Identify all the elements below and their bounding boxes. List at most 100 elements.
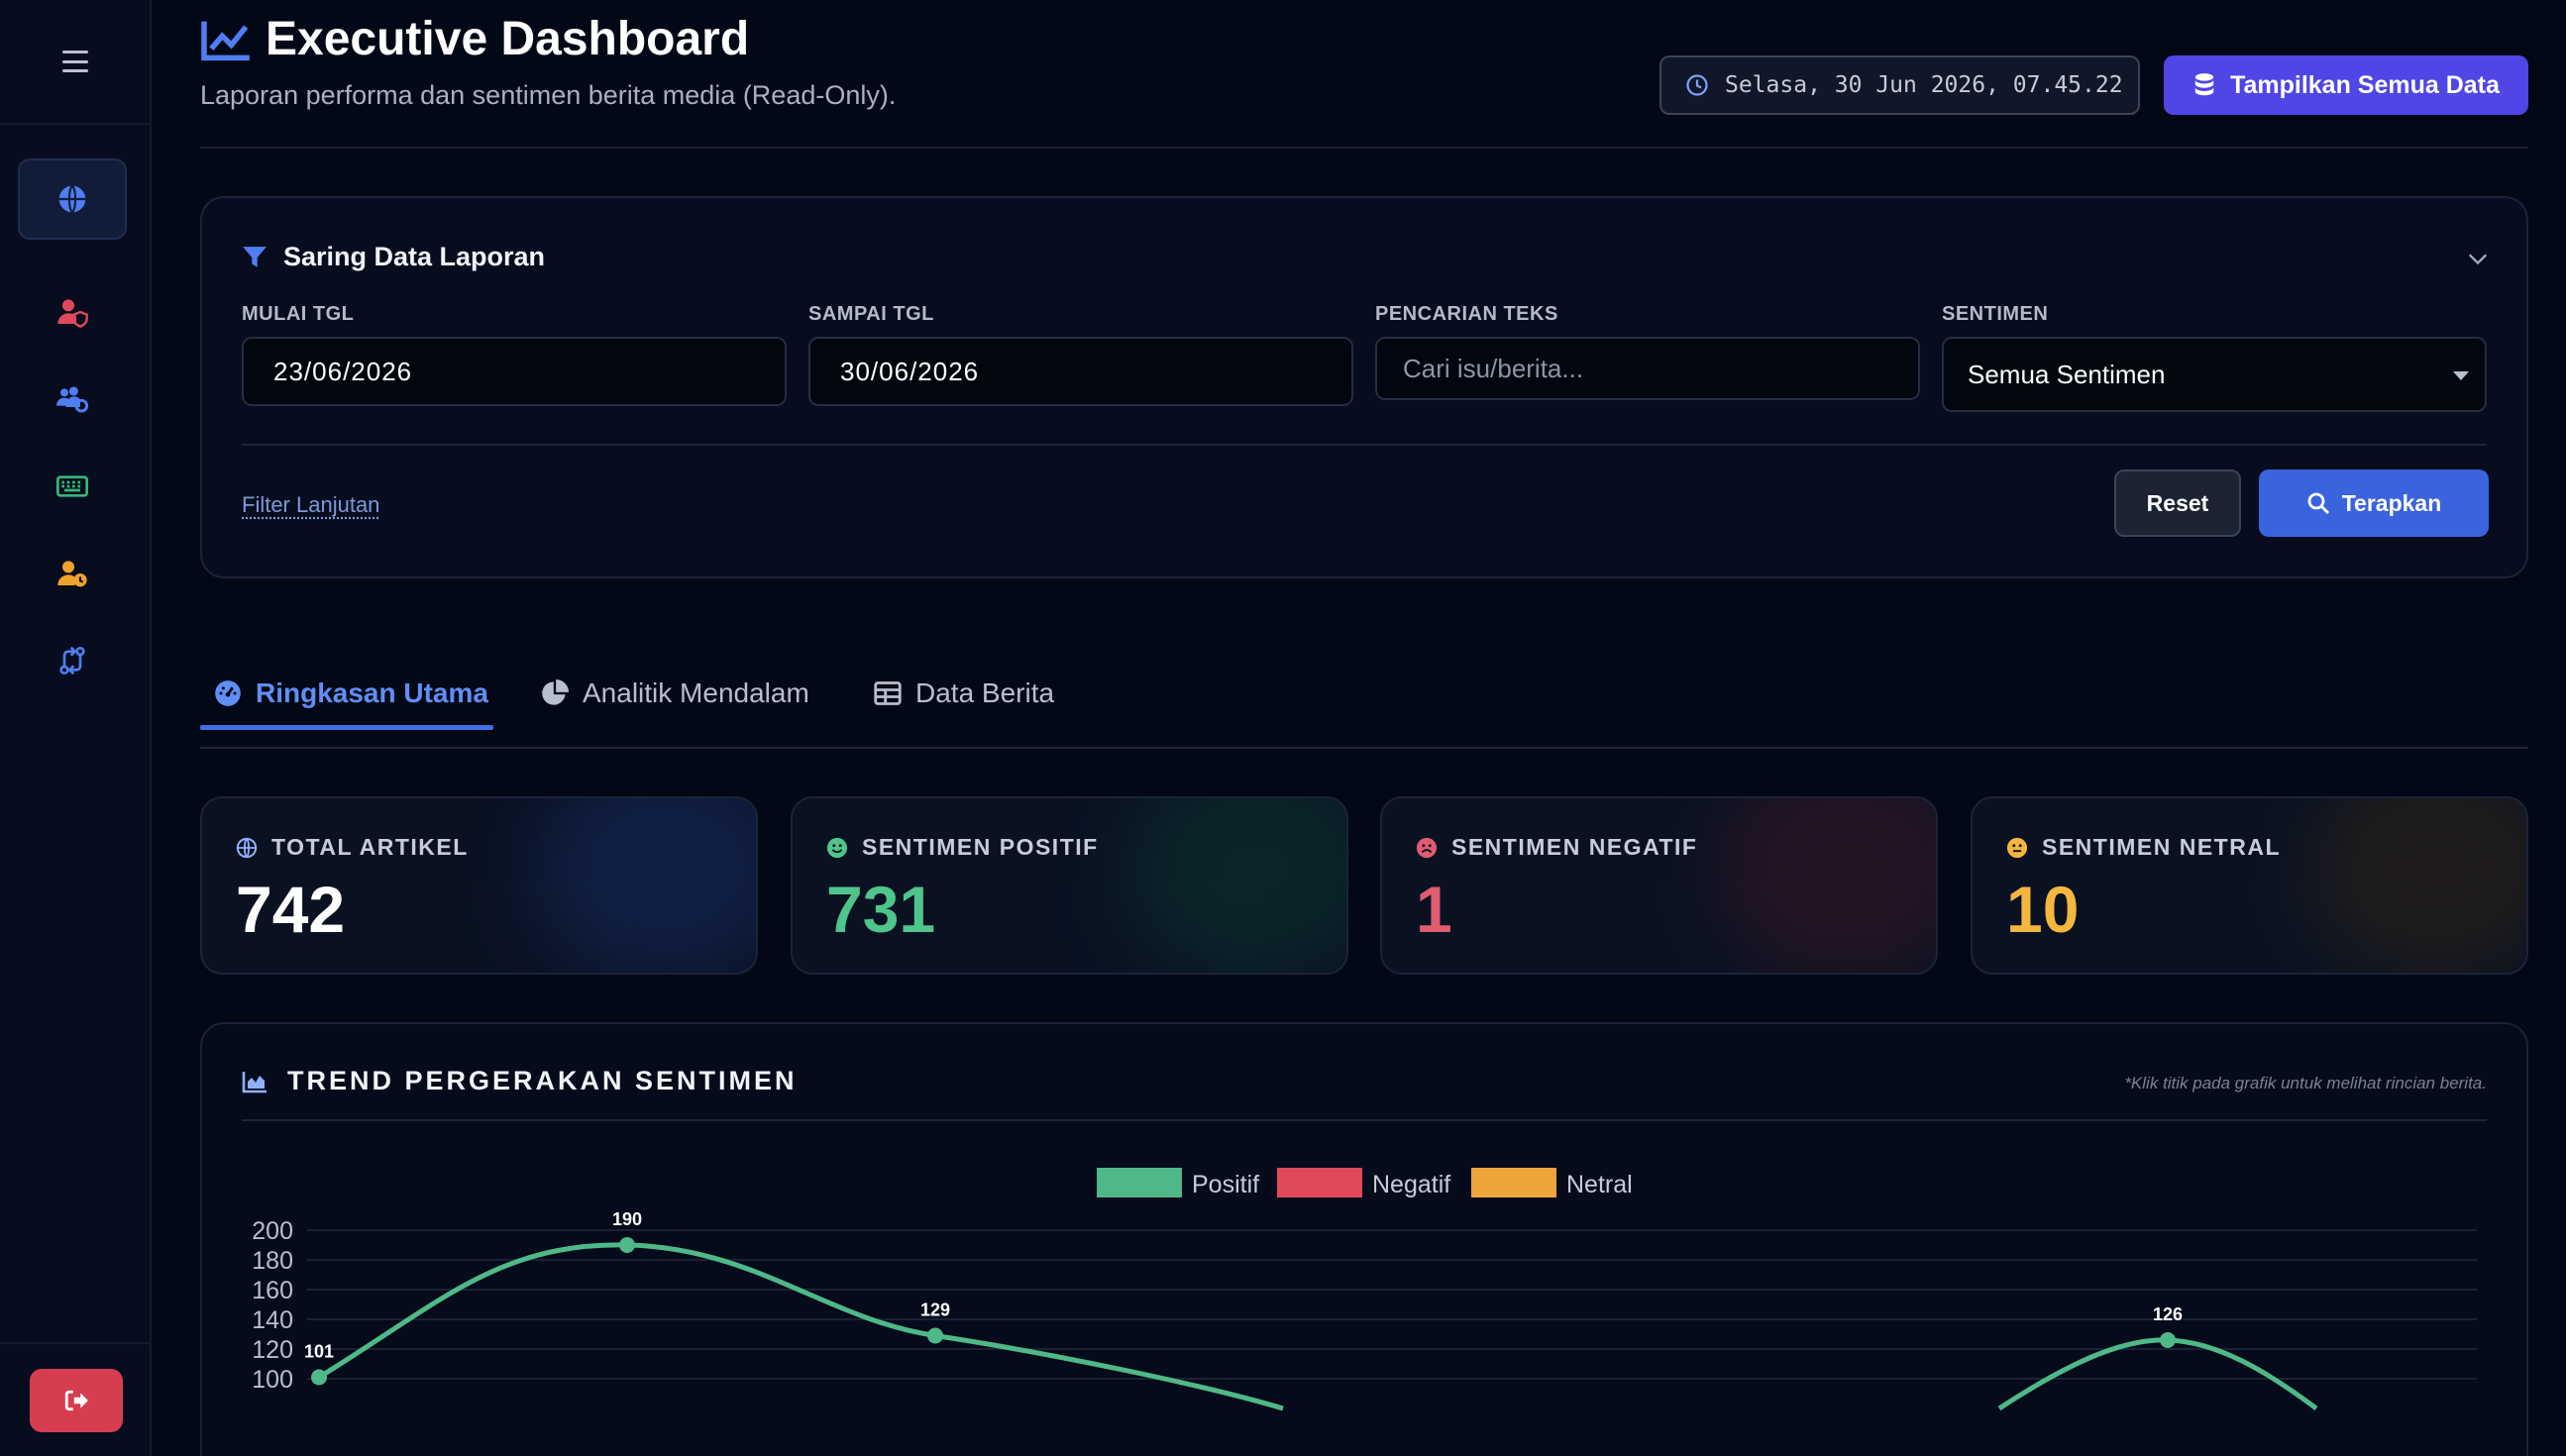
tab-ringkasan-utama[interactable]: Ringkasan Utama	[214, 654, 488, 733]
dashboard-tabs: Ringkasan Utama Analitik Mendalam Data B…	[200, 654, 2528, 749]
y-tick-label: 160	[252, 1277, 293, 1304]
legend-swatch	[1471, 1168, 1556, 1197]
pie-chart-icon	[542, 679, 569, 705]
stat-value: 10	[2006, 873, 2080, 946]
stat-card-positive: SENTIMEN POSITIF 731	[791, 796, 1348, 975]
sidebar-header	[0, 0, 150, 125]
active-tab-indicator	[200, 725, 493, 730]
globe-icon	[236, 837, 258, 858]
y-tick-label: 200	[252, 1217, 293, 1245]
stat-card-neutral: SENTIMEN NETRAL 10	[1971, 796, 2528, 975]
sidebar-item-users-cog[interactable]	[18, 359, 127, 440]
tab-data-berita[interactable]: Data Berita	[874, 654, 1054, 733]
chevron-down-icon[interactable]	[2467, 248, 2489, 269]
current-datetime: Selasa, 30 Jun 2026, 07.45.22	[1659, 55, 2140, 115]
dropdown-caret-icon	[2453, 371, 2469, 380]
page-subtitle: Laporan performa dan sentimen berita med…	[200, 80, 897, 110]
user-clock-icon	[57, 561, 87, 587]
legend-label: Positif	[1192, 1171, 1259, 1198]
logout-icon	[64, 1390, 88, 1410]
sidebar-item-globe[interactable]	[18, 158, 127, 240]
data-label: 190	[612, 1209, 642, 1229]
end-date-input[interactable]: 30/06/2026	[808, 337, 1353, 406]
stat-label: SENTIMEN NEGATIF	[1416, 834, 1697, 861]
stat-value: 1	[1416, 873, 1452, 946]
user-shield-icon	[57, 299, 88, 328]
filter-title-text: Saring Data Laporan	[283, 242, 546, 271]
chart-hint: *Klik titik pada grafik untuk melihat ri…	[2124, 1074, 2487, 1092]
page-header: Executive Dashboard Laporan performa dan…	[200, 0, 2528, 149]
stat-label-text: SENTIMEN NEGATIF	[1451, 834, 1698, 860]
keyboard-icon	[56, 475, 88, 497]
stat-label: SENTIMEN POSITIF	[826, 834, 1099, 861]
tab-label: Data Berita	[915, 677, 1055, 708]
chart-title-text: TREND PERGERAKAN SENTIMEN	[287, 1066, 798, 1095]
card-glow	[538, 798, 756, 973]
tab-analitik-mendalam[interactable]: Analitik Mendalam	[541, 654, 809, 733]
chart-title: TREND PERGERAKAN SENTIMEN	[242, 1066, 798, 1096]
legend-label: Negatif	[1372, 1171, 1450, 1198]
filter-panel: Saring Data Laporan MULAI TGL 23/06/2026…	[200, 196, 2528, 578]
sentiment-trend-card: TREND PERGERAKAN SENTIMEN *Klik titik pa…	[200, 1022, 2528, 1456]
start-date-input[interactable]: 23/06/2026	[242, 337, 787, 406]
search-input[interactable]: Cari isu/berita...	[1375, 337, 1920, 400]
sidebar-item-user-clock[interactable]	[18, 533, 127, 614]
tab-label: Ringkasan Utama	[256, 677, 488, 708]
table-icon	[874, 681, 902, 705]
gauge-icon	[215, 680, 241, 706]
data-label: 101	[304, 1342, 334, 1362]
stat-card-negative: SENTIMEN NEGATIF 1	[1380, 796, 1938, 975]
users-cog-icon	[56, 386, 88, 413]
chart-area-icon	[242, 1071, 267, 1092]
chart-line-icon	[201, 21, 250, 60]
show-all-data-label: Tampilkan Semua Data	[2230, 70, 2500, 99]
start-date-label: MULAI TGL	[242, 303, 355, 325]
y-tick-label: 120	[252, 1336, 293, 1364]
advanced-filter-link[interactable]: Filter Lanjutan	[242, 492, 380, 517]
apply-button[interactable]: Terapkan	[2259, 469, 2489, 537]
card-glow	[1718, 798, 1936, 973]
positif-point	[619, 1237, 635, 1253]
sentiment-label: SENTIMEN	[1942, 303, 2049, 325]
sidebar-item-sync-route[interactable]	[18, 620, 127, 701]
legend-swatch	[1277, 1168, 1362, 1197]
clock-icon	[1686, 74, 1708, 96]
stat-label-text: SENTIMEN NETRAL	[2042, 834, 2281, 860]
positif-line	[317, 1242, 628, 1380]
globe-icon	[58, 184, 86, 214]
card-glow	[2308, 798, 2526, 973]
filter-icon	[243, 246, 267, 267]
show-all-data-button[interactable]: Tampilkan Semua Data	[2164, 55, 2528, 115]
data-label: 126	[2153, 1304, 2183, 1324]
positif-point	[927, 1327, 943, 1344]
chart-divider	[242, 1119, 2487, 1121]
positif-line	[1997, 1337, 2318, 1411]
sentiment-select[interactable]: Semua Sentimen	[1942, 337, 2487, 412]
y-tick-label: 140	[252, 1306, 293, 1334]
sidebar-footer	[0, 1342, 152, 1456]
sidebar-item-user-shield[interactable]	[18, 271, 127, 353]
sidebar-item-keyboard[interactable]	[18, 446, 127, 527]
search-label: PENCARIAN TEKS	[1375, 303, 1558, 325]
filter-panel-title: Saring Data Laporan	[242, 242, 545, 272]
positif-point	[2160, 1332, 2176, 1348]
database-icon	[2194, 73, 2214, 96]
route-sync-icon	[59, 646, 85, 676]
tab-label: Analitik Mendalam	[583, 677, 809, 708]
end-date-label: SAMPAI TGL	[808, 303, 934, 325]
data-label: 129	[920, 1300, 950, 1320]
menu-toggle-icon[interactable]	[61, 51, 88, 72]
logout-button[interactable]	[29, 1368, 123, 1432]
positif-point	[311, 1369, 327, 1386]
sidebar	[0, 0, 152, 1456]
card-glow	[1128, 798, 1346, 973]
positif-line	[626, 1242, 1284, 1411]
datetime-text: Selasa, 30 Jun 2026, 07.45.22	[1725, 72, 2123, 98]
y-tick-label: 180	[252, 1247, 293, 1275]
neutral-face-icon	[2006, 837, 2028, 858]
stat-label-text: SENTIMEN POSITIF	[862, 834, 1099, 860]
frown-icon	[1416, 837, 1438, 858]
page-title-text: Executive Dashboard	[266, 13, 750, 65]
reset-button[interactable]: Reset	[2114, 469, 2241, 537]
